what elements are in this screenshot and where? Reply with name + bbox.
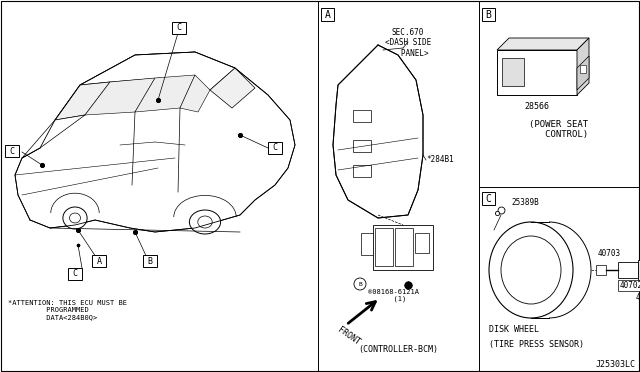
Text: SEC.670
<DASH SIDE
   PANEL>: SEC.670 <DASH SIDE PANEL> <box>385 28 431 58</box>
Bar <box>143 255 157 267</box>
Text: A: A <box>324 10 330 19</box>
Text: FRONT: FRONT <box>336 325 362 347</box>
Bar <box>580 65 586 73</box>
Text: C: C <box>10 147 15 155</box>
Text: 40700M: 40700M <box>636 294 640 302</box>
Text: 40702: 40702 <box>620 280 640 289</box>
Bar <box>268 142 282 154</box>
Text: C: C <box>72 269 77 279</box>
Text: B: B <box>486 10 492 19</box>
Polygon shape <box>55 82 110 120</box>
Ellipse shape <box>70 213 81 223</box>
Bar <box>482 192 495 205</box>
Bar <box>395 228 413 266</box>
Bar <box>415 233 429 253</box>
Bar <box>353 165 371 177</box>
Polygon shape <box>85 78 155 115</box>
Bar <box>502 58 524 86</box>
Text: *284B1: *284B1 <box>426 155 454 164</box>
Polygon shape <box>22 115 85 158</box>
Bar <box>321 8 334 21</box>
Bar <box>353 140 371 152</box>
Ellipse shape <box>501 236 561 304</box>
Text: C: C <box>486 193 492 203</box>
Text: B: B <box>358 282 362 286</box>
Bar <box>638 260 640 280</box>
Ellipse shape <box>189 210 221 234</box>
Bar <box>375 228 393 266</box>
Polygon shape <box>577 56 589 90</box>
Ellipse shape <box>489 222 573 318</box>
Bar <box>172 22 186 34</box>
Text: A: A <box>97 257 102 266</box>
Text: B: B <box>147 257 152 266</box>
Text: (CONTROLLER-BCM): (CONTROLLER-BCM) <box>358 345 438 354</box>
Bar <box>497 50 577 95</box>
Polygon shape <box>135 75 195 112</box>
Text: *ATTENTION: THIS ECU MUST BE
         PROGRAMMED
         DATA<284B0Q>: *ATTENTION: THIS ECU MUST BE PROGRAMMED … <box>8 300 127 320</box>
Text: (TIRE PRESS SENSOR): (TIRE PRESS SENSOR) <box>489 340 584 349</box>
Polygon shape <box>180 75 210 112</box>
Ellipse shape <box>198 216 212 228</box>
Bar <box>618 280 640 291</box>
Polygon shape <box>333 45 423 218</box>
Bar <box>618 262 638 278</box>
Text: ®08168-6121A
      (1): ®08168-6121A (1) <box>368 289 419 302</box>
Bar <box>596 265 606 275</box>
Bar <box>92 255 106 267</box>
Text: J25303LC: J25303LC <box>596 360 636 369</box>
Polygon shape <box>15 52 295 232</box>
Circle shape <box>354 278 366 290</box>
Text: DISK WHEEL: DISK WHEEL <box>489 325 539 334</box>
Ellipse shape <box>63 207 87 229</box>
Text: 40703: 40703 <box>598 249 621 258</box>
Text: 25389B: 25389B <box>511 198 539 207</box>
Polygon shape <box>577 38 589 95</box>
Text: C: C <box>273 144 278 153</box>
Text: 28566: 28566 <box>525 102 550 111</box>
Bar <box>68 268 82 280</box>
Bar <box>5 145 19 157</box>
Text: (POWER SEAT
   CONTROL): (POWER SEAT CONTROL) <box>529 120 589 140</box>
Bar <box>353 110 371 122</box>
Polygon shape <box>497 38 589 50</box>
Bar <box>361 233 373 255</box>
Bar <box>482 8 495 21</box>
Bar <box>373 225 433 270</box>
Polygon shape <box>80 52 235 90</box>
Text: C: C <box>177 23 182 32</box>
Polygon shape <box>210 68 255 108</box>
